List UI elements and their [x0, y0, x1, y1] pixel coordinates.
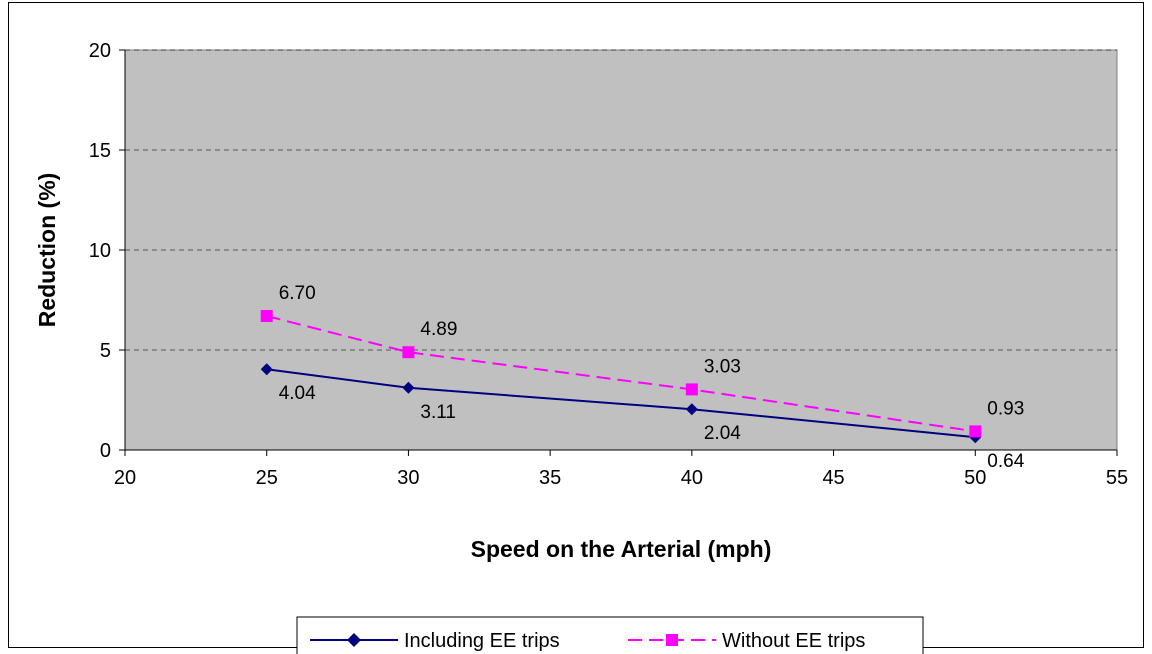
legend-marker-diamond [347, 633, 361, 647]
data-point-diamond [260, 363, 273, 376]
data-label: 4.89 [420, 319, 457, 340]
x-tick-label: 55 [1106, 467, 1128, 489]
x-tick-label: 20 [114, 467, 136, 489]
y-tick-label: 0 [100, 440, 111, 462]
data-label: 6.70 [279, 283, 316, 304]
x-tick-label: 45 [822, 467, 844, 489]
y-axis-ticks: 0 5 10 15 20 [89, 40, 125, 462]
data-point-square [260, 310, 273, 322]
y-tick-label: 20 [89, 40, 111, 62]
data-point-diamond [402, 381, 415, 394]
data-label: 0.93 [987, 398, 1024, 419]
x-tick-label: 35 [539, 467, 561, 489]
series-line-1 [266, 315, 976, 433]
y-tick-label: 15 [89, 140, 111, 162]
data-label: 3.03 [704, 356, 741, 377]
data-point-square [685, 383, 698, 396]
data-point-square [969, 425, 982, 438]
series-layer [260, 310, 982, 444]
legend: Including EE trips Without EE trips [296, 616, 924, 654]
x-tick-label: 40 [681, 467, 703, 489]
x-tick-label: 50 [964, 467, 986, 489]
data-labels: 4.04 3.11 2.04 0.64 6.70 4.89 3.03 0.93 [279, 283, 1025, 472]
data-label: 0.64 [987, 451, 1024, 472]
x-axis-title: Speed on the Arterial (mph) [471, 536, 772, 562]
data-label: 4.04 [279, 383, 316, 404]
gridlines [125, 49, 1117, 351]
y-tick-label: 5 [100, 340, 111, 362]
y-tick-label: 10 [89, 240, 111, 262]
series-line-0 [266, 368, 976, 439]
legend-box [296, 616, 924, 654]
data-point-diamond [685, 403, 698, 416]
x-axis-ticks: 20 25 30 35 40 45 50 55 [114, 450, 1128, 489]
x-tick-label: 25 [256, 467, 278, 489]
legend-label-including-ee: Including EE trips [404, 630, 560, 652]
legend-label-without-ee: Without EE trips [722, 630, 865, 652]
data-label: 3.11 [420, 402, 456, 423]
legend-marker-square [666, 634, 678, 646]
data-label: 2.04 [704, 423, 741, 444]
data-point-square [402, 346, 415, 359]
x-tick-label: 30 [397, 467, 419, 489]
y-axis-title: Reduction (%) [34, 173, 60, 328]
